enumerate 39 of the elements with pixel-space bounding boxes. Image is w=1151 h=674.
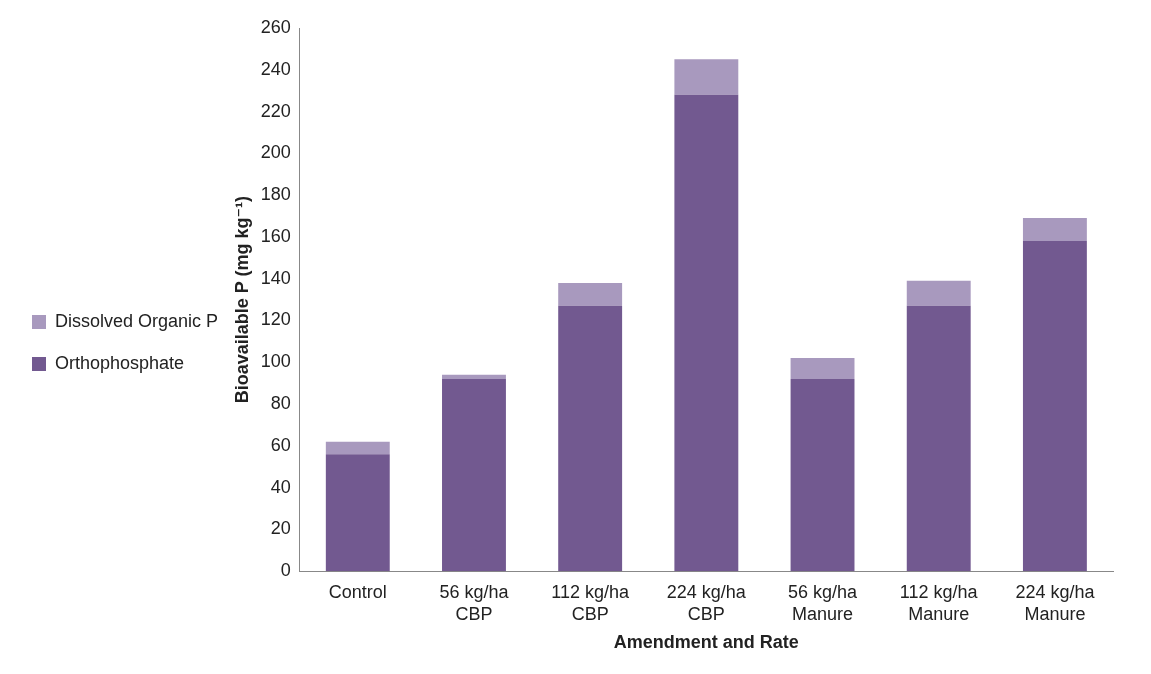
bar [1022, 218, 1087, 242]
x-tick-label: 224 kg/ha CBP [666, 581, 747, 624]
x-tick-label: Control [328, 581, 387, 602]
bar [674, 94, 739, 572]
y-tick-label: 60 [270, 434, 291, 455]
bar [325, 441, 390, 455]
bar [1022, 241, 1087, 572]
x-tick-label: 56 kg/ha CBP [439, 581, 510, 624]
y-tick-label: 260 [260, 16, 291, 37]
y-tick-label: 40 [270, 476, 291, 497]
y-tick-label: 0 [280, 560, 291, 581]
bar [906, 280, 971, 306]
bar [558, 282, 623, 306]
y-tick-label: 80 [270, 393, 291, 414]
bar [442, 378, 506, 572]
legend-label: Orthophosphate [55, 352, 185, 373]
bar [790, 378, 855, 572]
bar [790, 358, 855, 379]
x-tick-label: 112 kg/ha Manure [899, 581, 979, 624]
y-tick-label: 220 [260, 100, 291, 121]
bar [325, 454, 390, 572]
x-tick-label: 56 kg/ha Manure [788, 581, 859, 624]
x-axis-title: Amendment and Rate [613, 632, 799, 653]
y-tick-label: 20 [270, 518, 291, 539]
bar [674, 59, 739, 95]
bar [906, 305, 971, 572]
y-tick-label: 160 [260, 225, 291, 246]
bar [442, 374, 506, 379]
y-tick-label: 100 [260, 351, 291, 372]
y-axis-title: Bioavailable P (mg kg⁻¹) [231, 195, 252, 404]
y-tick-label: 240 [260, 58, 291, 79]
bar [558, 305, 623, 572]
x-tick-label: 112 kg/ha CBP [551, 581, 631, 624]
x-tick-label: 224 kg/ha Manure [1015, 581, 1096, 624]
y-tick-label: 200 [260, 142, 291, 163]
y-tick-label: 140 [260, 267, 291, 288]
y-tick-label: 120 [260, 309, 291, 330]
y-tick-label: 180 [260, 184, 291, 205]
legend-label: Dissolved Organic P [55, 310, 219, 331]
